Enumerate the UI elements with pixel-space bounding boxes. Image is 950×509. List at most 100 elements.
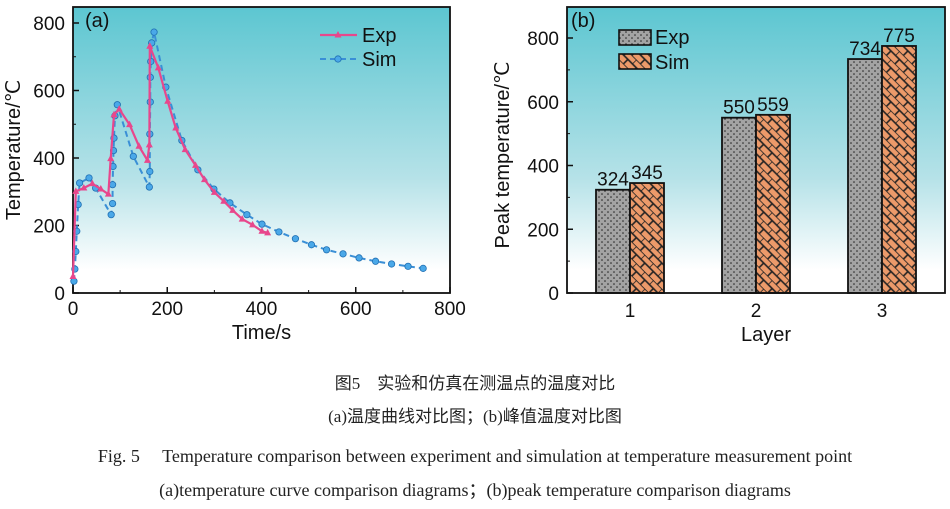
legend-sim-marker (334, 55, 342, 63)
sim-data-point (307, 241, 316, 249)
exp-data-point (172, 123, 180, 131)
caption-zh-title: 图5 实验和仿真在测温点的温度对比 (334, 374, 616, 393)
caption-en-title: Fig. 5 Temperature comparison between ex… (97, 446, 853, 466)
panel-label: (b) (571, 10, 595, 32)
data-label-sim: 345 (631, 163, 663, 184)
sim-data-point (275, 228, 283, 236)
y-tick-label: 200 (527, 220, 559, 241)
panel-label: (a) (85, 10, 109, 32)
exp-data-point (181, 145, 189, 153)
x-tick-label: 1 (625, 301, 636, 322)
x-axis-label: Layer (741, 324, 791, 346)
y-tick-label: 600 (527, 93, 559, 114)
data-label-sim: 775 (883, 26, 915, 47)
exp-data-point (115, 105, 123, 112)
data-label-exp: 324 (597, 170, 629, 191)
data-label-sim: 559 (757, 95, 789, 116)
legend-exp-label: Exp (655, 27, 689, 49)
y-axis-label: Peak temperature/℃ (492, 62, 514, 249)
x-tick-label: 0 (68, 299, 79, 320)
sim-data-point (291, 235, 300, 243)
caption-zh-subtitle: (a)温度曲线对比图；(b)峰值温度对比图 (328, 407, 622, 426)
panel-a-line-chart: 0 200 400 600 800 0 200 400 600 800 Time/s Temperat… (3, 6, 466, 344)
exp-data-point (264, 228, 272, 236)
y-axis-label: Temperature/℃ (3, 80, 25, 220)
bar-exp-layer-1 (595, 188, 631, 294)
sim-data-point (108, 199, 117, 208)
exp-data-point (229, 206, 237, 213)
sim-data-point (322, 246, 331, 254)
exp-data-point (126, 120, 134, 128)
sim-data-point (129, 152, 137, 160)
sim-data-point (339, 250, 347, 258)
exp-data-point (72, 187, 80, 194)
exp-data-point (145, 140, 153, 148)
exp-data-point (80, 184, 88, 191)
sim-data-point (387, 260, 396, 268)
exp-data-point (258, 227, 266, 234)
legend-sim-label: Sim (655, 52, 689, 74)
exp-data-point (107, 154, 115, 162)
x-axis-label: Time/s (232, 322, 291, 344)
exp-data-point (110, 110, 118, 118)
data-label-exp: 550 (723, 98, 755, 119)
exp-data-point (200, 175, 208, 183)
figure: 0 200 400 600 800 0 200 400 600 800 Time/s Temperat… (3, 6, 946, 346)
bar-sim-layer-1 (629, 182, 665, 294)
exp-data-point (135, 142, 143, 149)
exp-data-point (69, 272, 77, 279)
plot-background (73, 7, 450, 293)
sim-data-point (146, 167, 154, 176)
x-tick-label: 600 (340, 299, 372, 320)
legend-sim-swatch (618, 53, 652, 70)
sim-data-point (85, 174, 93, 182)
sim-data-point (258, 220, 266, 228)
panel-b-bar-chart: 0 200 400 600 800 324 550 734 345 559 775 1 2 3 Layer P… (492, 6, 946, 346)
sim-data-point (107, 211, 115, 219)
bar-sim-layer-3 (881, 45, 917, 294)
exp-data-point (104, 190, 112, 197)
exp-data-point (154, 63, 162, 71)
data-label-exp: 734 (849, 39, 881, 60)
exp-data-point (192, 161, 200, 168)
sim-data-point (404, 262, 412, 270)
legend-sim-label: Sim (362, 49, 396, 71)
plot-frame (72, 6, 451, 294)
sim-data-point (108, 181, 117, 189)
legend-exp-marker (334, 31, 342, 38)
sim-data-point (243, 211, 251, 219)
y-tick-label: 400 (33, 149, 65, 170)
x-tick-label: 3 (877, 301, 888, 322)
sim-data-point (371, 257, 380, 265)
sim-data-point (75, 179, 84, 187)
bar-sim-layer-2 (755, 113, 791, 294)
exp-data-point (210, 188, 218, 195)
x-tick-label: 400 (246, 299, 278, 320)
y-tick-label: 200 (33, 217, 65, 238)
exp-data-point (238, 215, 246, 222)
exp-data-point (220, 197, 228, 204)
y-tick-label: 400 (527, 157, 559, 178)
bar-exp-layer-2 (721, 116, 757, 294)
y-tick-label: 0 (54, 284, 65, 305)
sim-data-point (419, 264, 427, 272)
y-tick-label: 0 (548, 284, 559, 305)
legend-exp-label: Exp (362, 25, 396, 47)
y-tick-label: 800 (33, 14, 65, 35)
sim-data-point (355, 254, 363, 262)
caption-en-subtitle: (a)temperature curve comparison diagrams… (159, 480, 791, 500)
x-tick-label: 200 (151, 299, 183, 320)
exp-data-point (88, 179, 96, 187)
x-tick-label: 800 (434, 299, 466, 320)
y-tick-label: 800 (527, 29, 559, 50)
bar-exp-layer-3 (847, 58, 883, 294)
exp-data-point (146, 42, 154, 49)
sim-data-point (145, 183, 153, 191)
plot-frame (566, 6, 946, 294)
y-tick-label: 600 (33, 82, 65, 103)
exp-data-point (249, 220, 257, 228)
x-tick-label: 2 (751, 301, 762, 322)
exp-data-point (97, 185, 105, 192)
exp-data-point (143, 156, 151, 163)
legend-exp-swatch (618, 29, 652, 46)
